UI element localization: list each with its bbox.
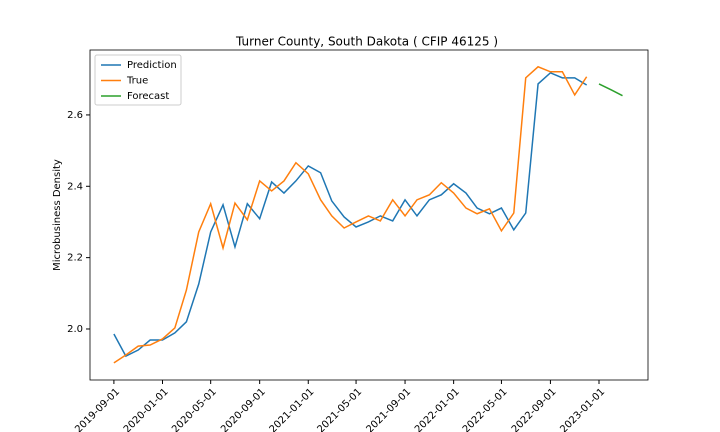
legend-label: True — [126, 76, 148, 87]
axes-frame — [89, 49, 649, 381]
series-line — [598, 83, 623, 97]
legend-label: Forecast — [127, 91, 169, 102]
y-tick-label: 2.0 — [67, 324, 83, 335]
y-tick-label: 2.4 — [67, 181, 83, 192]
series-line — [113, 65, 588, 364]
legend-label: Prediction — [127, 60, 177, 71]
y-tick-label: 2.2 — [67, 253, 83, 264]
y-axis-label: Microbusiness Density — [52, 159, 63, 271]
chart-title: Turner County, South Dakota ( CFIP 46125… — [235, 35, 498, 49]
legend-box — [94, 54, 182, 106]
y-tick-label: 2.6 — [67, 110, 83, 121]
series-line — [113, 71, 588, 358]
